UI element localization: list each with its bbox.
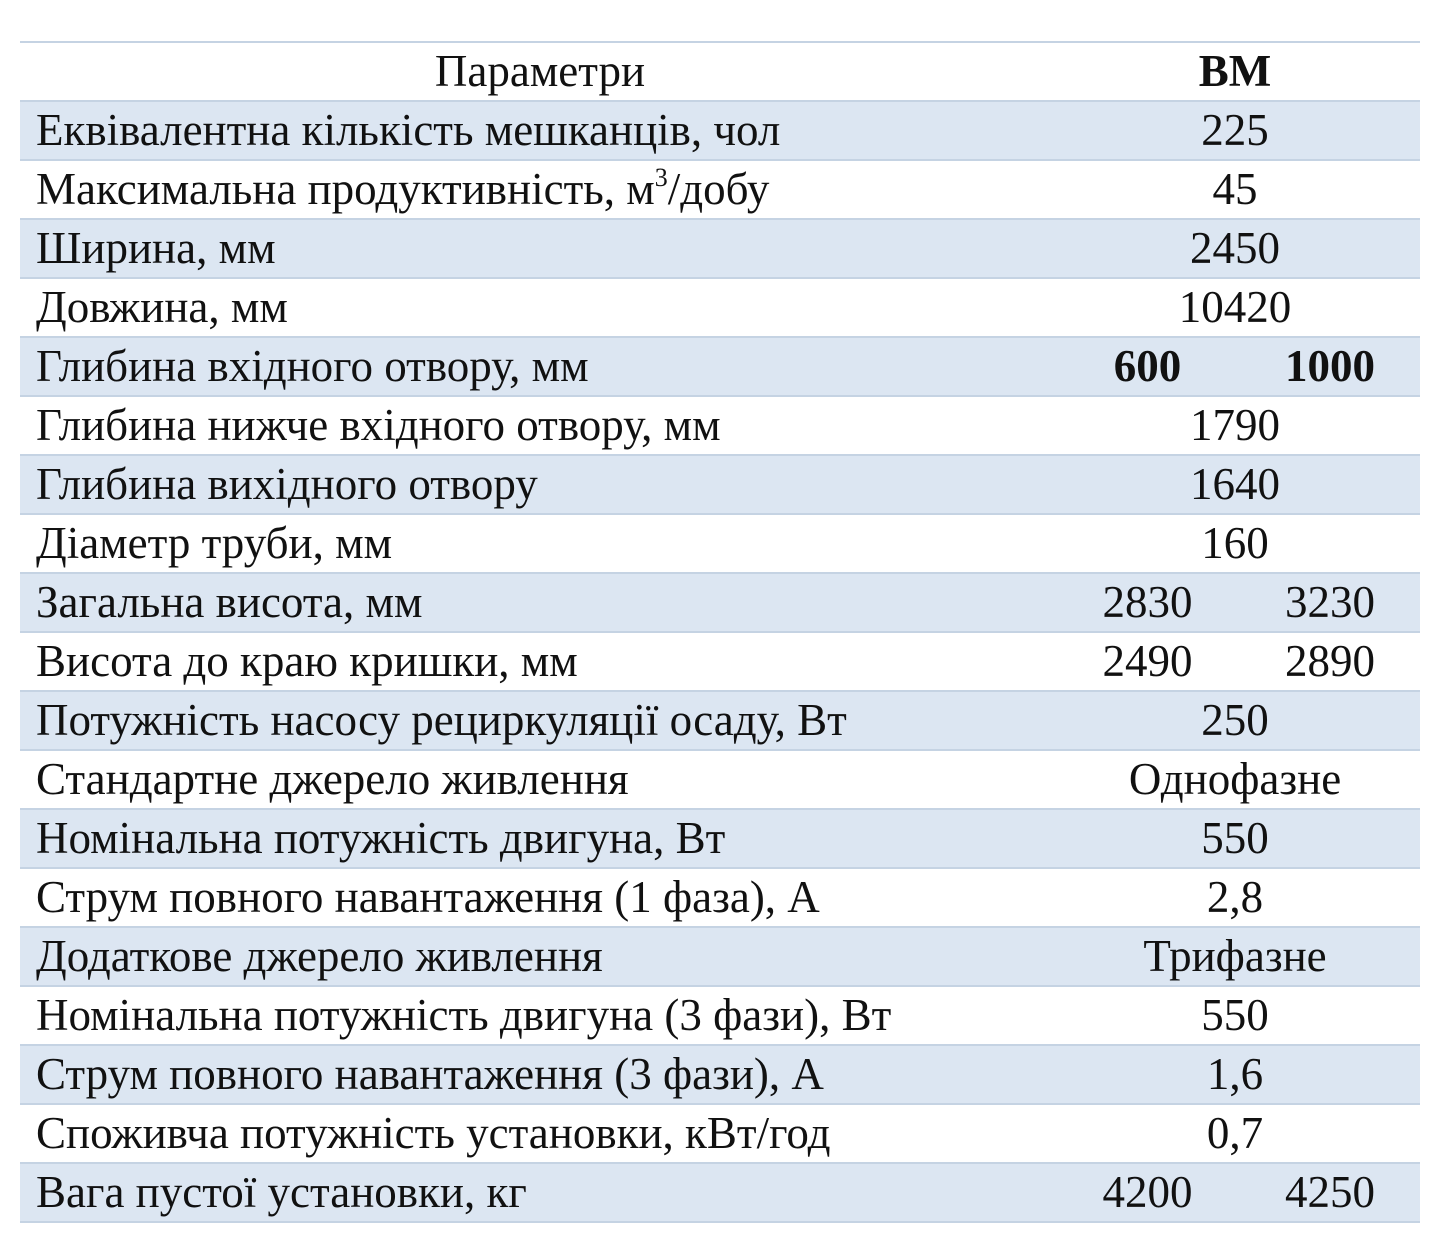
row-label: Діаметр труби, мм — [36, 518, 393, 568]
table-row: Потужність насосу рециркуляції осаду, Вт… — [20, 692, 1420, 751]
row-value-a: 2490 — [1102, 636, 1193, 686]
row-value: 2,8 — [1206, 872, 1264, 922]
row-label: Стандартне джерело живлення — [36, 754, 629, 804]
row-value: 1790 — [1190, 400, 1280, 450]
row-label: Загальна висота, мм — [36, 577, 423, 627]
row-label: Струм повного навантаження (3 фази), А — [36, 1049, 824, 1099]
row-value: 250 — [1201, 695, 1269, 745]
spec-table: Параметри ВМ Еквівалентна кількість мешк… — [20, 41, 1420, 1223]
table-top-rule — [20, 41, 1420, 43]
row-value-a: 4200 — [1102, 1167, 1193, 1217]
table-row: Стандартне джерело живлення Однофазне — [20, 751, 1420, 810]
table-row: Ширина, мм 2450 — [20, 220, 1420, 279]
table-row: Струм повного навантаження (1 фаза), А 2… — [20, 869, 1420, 928]
row-label: Максимальна продуктивність, м3/добу — [36, 161, 769, 218]
row-label: Потужність насосу рециркуляції осаду, Вт — [36, 695, 847, 745]
row-value: 550 — [1201, 990, 1269, 1040]
row-value: 225 — [1201, 105, 1269, 155]
row-label-main: Максимальна продуктивність, м — [36, 164, 655, 214]
table-row: Глибина вихідного отвору 1640 — [20, 456, 1420, 515]
row-label: Довжина, мм — [36, 282, 288, 332]
row-label: Еквівалентна кількість мешканців, чол — [36, 105, 781, 155]
row-value: 10420 — [1178, 282, 1292, 332]
row-value-a: 600 — [1113, 341, 1182, 391]
row-value-a: 2830 — [1102, 577, 1193, 627]
row-value: 160 — [1201, 518, 1269, 568]
row-label: Номінальна потужність двигуна, Вт — [36, 813, 726, 863]
row-label: Глибина вихідного отвору — [36, 459, 538, 509]
table-row: Максимальна продуктивність, м3/добу 45 — [20, 161, 1420, 220]
row-value-b: 4250 — [1285, 1167, 1375, 1217]
row-value-b: 1000 — [1285, 341, 1375, 391]
table-row: Еквівалентна кількість мешканців, чол 22… — [20, 102, 1420, 161]
row-value-b: 3230 — [1285, 577, 1375, 627]
row-label: Висота до краю кришки, мм — [36, 636, 578, 686]
table-row: Глибина вхідного отвору, мм 600 1000 — [20, 338, 1420, 397]
row-value: 0,7 — [1206, 1108, 1264, 1158]
row-value: Однофазне — [1128, 754, 1342, 804]
row-label: Додаткове джерело живлення — [36, 931, 603, 981]
row-value: Трифазне — [1143, 931, 1327, 981]
table-header-row: Параметри ВМ — [20, 43, 1420, 102]
row-value: 1640 — [1190, 459, 1280, 509]
header-parameter: Параметри — [434, 46, 646, 96]
row-label-suffix: /добу — [667, 164, 770, 214]
row-label: Струм повного навантаження (1 фаза), А — [36, 872, 820, 922]
row-value-b: 2890 — [1285, 636, 1375, 686]
row-value: 2450 — [1190, 223, 1280, 273]
table-row: Загальна висота, мм 2830 3230 — [20, 574, 1420, 633]
table-row: Номінальна потужність двигуна, Вт 550 — [20, 810, 1420, 869]
table-row: Довжина, мм 10420 — [20, 279, 1420, 338]
row-value: 45 — [1212, 164, 1258, 214]
row-label: Вага пустої установки, кг — [36, 1167, 527, 1217]
header-value: ВМ — [1198, 46, 1272, 96]
table-row: Номінальна потужність двигуна (3 фази), … — [20, 987, 1420, 1046]
table-row: Глибина нижче вхідного отвору, мм 1790 — [20, 397, 1420, 456]
row-value: 550 — [1201, 813, 1269, 863]
table-row: Додаткове джерело живлення Трифазне — [20, 928, 1420, 987]
row-label: Споживча потужність установки, кВт/год — [36, 1108, 831, 1158]
table-row: Споживча потужність установки, кВт/год 0… — [20, 1105, 1420, 1164]
table-row: Висота до краю кришки, мм 2490 2890 — [20, 633, 1420, 692]
table-row: Струм повного навантаження (3 фази), А 1… — [20, 1046, 1420, 1105]
table-row: Вага пустої установки, кг 4200 4250 — [20, 1164, 1420, 1223]
table-row: Діаметр труби, мм 160 — [20, 515, 1420, 574]
row-label: Ширина, мм — [36, 223, 276, 273]
row-value: 1,6 — [1206, 1049, 1264, 1099]
row-label: Глибина нижче вхідного отвору, мм — [36, 400, 721, 450]
row-label: Номінальна потужність двигуна (3 фази), … — [36, 990, 892, 1040]
row-label: Глибина вхідного отвору, мм — [36, 341, 589, 391]
row-label-superscript: 3 — [654, 163, 668, 192]
